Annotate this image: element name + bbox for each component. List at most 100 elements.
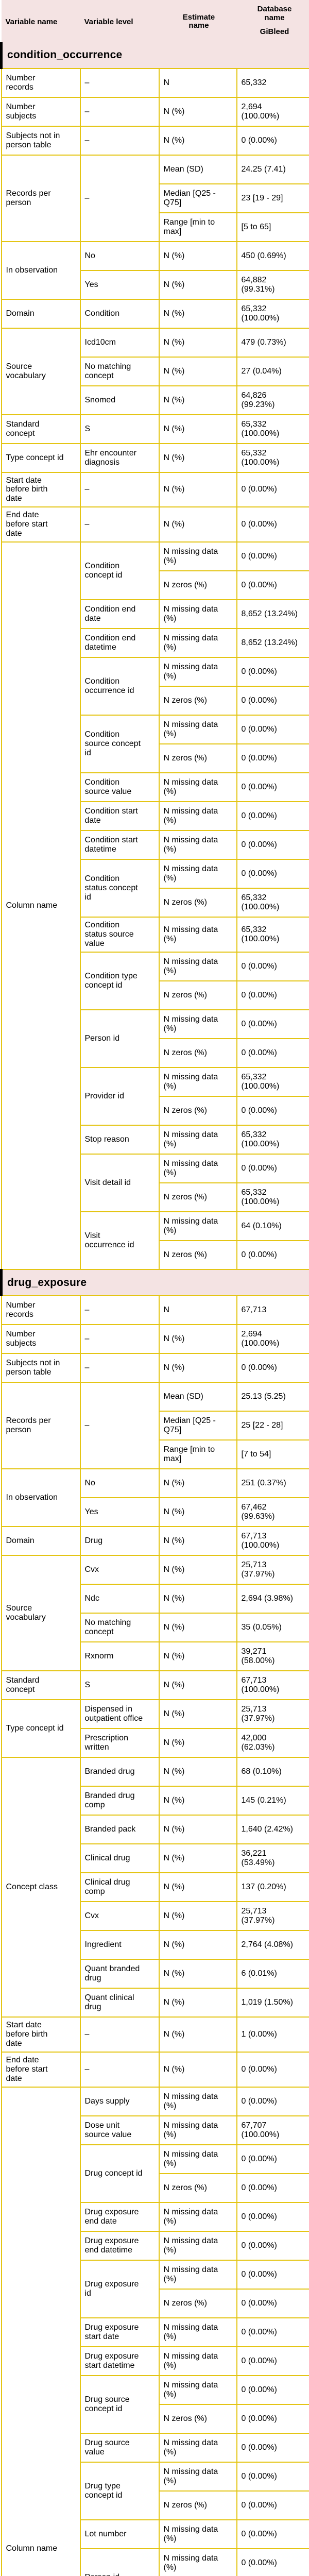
table-row: Condition end datetime N missing data (%)…: [2, 628, 309, 658]
table-row: N zeros (%) 0 (0.00%): [2, 2403, 309, 2434]
estimate-name-cell: N (%): [158, 241, 237, 271]
estimate-name-cell: N missing data (%): [158, 1066, 237, 1097]
estimate-name-cell: N missing data (%): [158, 541, 237, 571]
estimate-name-cell: N (%): [158, 1959, 237, 1989]
variable-level-cell: No: [79, 241, 160, 271]
estimate-value-cell: 0 (0.00%): [236, 951, 309, 981]
estimate-value-cell: 0 (0.00%): [236, 858, 309, 889]
variable-level-cell: Condition end datetime: [79, 628, 160, 658]
estimate-name-cell: N missing data (%): [158, 656, 237, 687]
estimate-name-cell: N zeros (%): [158, 2490, 237, 2520]
variable-level-cell: –: [79, 2051, 160, 2088]
database-name-label: Database name: [257, 5, 292, 22]
variable-name-cell: Column name: [1, 541, 81, 1270]
estimate-name-cell: N (%): [158, 414, 237, 444]
estimate-value-cell: 24.25 (7.41): [236, 154, 309, 184]
estimate-value-cell: 0 (0.00%): [236, 1153, 309, 1183]
variable-name-cell: Source vocabulary: [1, 1555, 81, 1672]
table-row: N zeros (%) 0 (0.00%): [2, 743, 309, 773]
estimate-value-cell: 0 (0.00%): [236, 2548, 309, 2576]
table-row: Column name Condition concept id N missing…: [1, 541, 309, 1270]
estimate-value-cell: 0 (0.00%): [236, 2490, 309, 2520]
variable-level-cell: Ndc: [79, 1584, 160, 1614]
variable-name-cell: In observation: [1, 1468, 81, 1528]
table-row: Quant branded drug N (%) 6 (0.01%): [2, 1959, 309, 1989]
estimate-name-cell: N (%): [158, 1815, 237, 1845]
variable-name-cell: Number subjects: [1, 96, 81, 127]
variable-level-cell: Cvx: [79, 1555, 160, 1585]
variable-level-cell: Condition end date: [79, 599, 160, 629]
table-row: Condition status concept id N missing dat…: [2, 858, 309, 918]
estimate-value-cell: 450 (0.69%): [236, 241, 309, 271]
estimate-value-cell: 36,221 (53.49%): [236, 1843, 309, 1874]
estimate-value-cell: 67,713: [236, 1295, 309, 1326]
table-row: Branded pack N (%) 1,640 (2.42%): [2, 1815, 309, 1845]
variable-name-cell: Records per person: [1, 1382, 81, 1470]
variable-level-cell: Ehr encounter diagnosis: [79, 443, 160, 473]
estimate-value-cell: 65,332 (100.00%): [236, 916, 309, 953]
table-row: Condition status source value N missing d…: [2, 916, 309, 953]
estimate-name-cell: N missing data (%): [158, 2201, 237, 2232]
estimate-value-cell: 8,652 (13.24%): [236, 599, 309, 629]
table-row: N zeros (%) 0 (0.00%): [2, 2288, 309, 2318]
estimate-value-cell: 1,640 (2.42%): [236, 1815, 309, 1845]
estimate-name-cell: N zeros (%): [158, 743, 237, 773]
estimate-name-cell: Median [Q25 - Q75]: [158, 1411, 237, 1441]
estimate-value-cell: 0 (0.00%): [236, 2346, 309, 2376]
table-row: Number subjects – N (%) 2,694 (100.00%): [1, 96, 309, 127]
table-row: Provider id N missing data (%) 65,332 (100…: [2, 1066, 309, 1126]
table-row: N zeros (%) 0 (0.00%): [2, 980, 309, 1010]
estimate-name-cell: N missing data (%): [158, 916, 237, 953]
estimate-value-cell: 0 (0.00%): [236, 2375, 309, 2405]
estimate-name-cell: N (%): [158, 1468, 237, 1499]
variable-level-cell: Condition status source value: [79, 916, 160, 953]
variable-level-cell: –: [79, 1353, 160, 1383]
estimate-name-cell: N missing data (%): [158, 2259, 237, 2290]
estimate-value-cell: 2,694 (100.00%): [236, 96, 309, 127]
variable-level-cell: No matching concept: [79, 1613, 160, 1643]
estimate-value-cell: 25,713 (37.97%): [236, 1901, 309, 1931]
estimate-value-cell: 68 (0.10%): [236, 1757, 309, 1787]
estimate-name-cell: N (%): [158, 471, 237, 508]
table-row: No matching concept N (%) 35 (0.05%): [2, 1613, 309, 1643]
estimate-value-cell: 0 (0.00%): [236, 714, 309, 744]
estimate-name-cell: N (%): [158, 1786, 237, 1816]
section-header-row: drug_exposure: [0, 1269, 309, 1296]
estimate-name-cell: N (%): [158, 1584, 237, 1614]
estimate-value-cell: 2,764 (4.08%): [236, 1930, 309, 1960]
variable-level-cell: Condition type concept id: [79, 951, 160, 1010]
variable-level-cell: Person id: [79, 2548, 160, 2576]
column-header-variable-name: Variable name: [1, 0, 80, 42]
variable-level-cell: Cvx: [79, 1901, 160, 1931]
table-row: Stop reason N missing data (%) 65,332 (100…: [2, 1124, 309, 1155]
table-row: Drug exposure end date N missing data (%)…: [2, 2201, 309, 2232]
estimate-value-cell: 23 [19 - 29]: [236, 183, 309, 213]
variable-level-cell: Drug source concept id: [79, 2375, 160, 2434]
estimate-name-cell: N zeros (%): [158, 2173, 237, 2203]
estimate-name-cell: N (%): [158, 1843, 237, 1874]
estimate-value-cell: 2,694 (3.98%): [236, 1584, 309, 1614]
table-row: Drug exposure start datetime N missing da…: [2, 2346, 309, 2376]
estimate-value-cell: 2,694 (100.00%): [236, 1324, 309, 1354]
variable-level-cell: Branded drug comp: [79, 1786, 160, 1816]
estimate-name-cell: N missing data (%): [158, 628, 237, 658]
estimate-name-cell: N (%): [158, 1353, 237, 1383]
table-row: Source vocabulary Icd10cm N (%) 479 (0.73%): [1, 327, 309, 415]
variable-name-cell: Start date before birth date: [1, 2016, 81, 2053]
estimate-name-cell: N missing data (%): [158, 1153, 237, 1183]
table-row: Visit occurrence id N missing data (%) 64 …: [2, 1211, 309, 1270]
table-row: Drug exposure start date N missing data (…: [2, 2317, 309, 2347]
variable-level-cell: Branded drug: [79, 1757, 160, 1787]
variable-name-cell: Number subjects: [1, 1324, 81, 1354]
table-row: Condition source value N missing data (%)…: [2, 772, 309, 802]
estimate-value-cell: 0 (0.00%): [236, 2173, 309, 2203]
estimate-name-cell: Range [min to max]: [158, 1439, 237, 1470]
variable-level-cell: –: [79, 125, 160, 156]
table-row: Drug exposure end datetime N missing data…: [2, 2230, 309, 2261]
table-row: Median [Q25 - Q75] 23 [19 - 29]: [2, 183, 309, 213]
variable-name-cell: Standard concept: [1, 414, 81, 444]
variable-level-cell: –: [79, 2016, 160, 2053]
estimate-value-cell: 64,826 (99.23%): [236, 385, 309, 415]
estimate-value-cell: 1,019 (1.50%): [236, 1988, 309, 2018]
